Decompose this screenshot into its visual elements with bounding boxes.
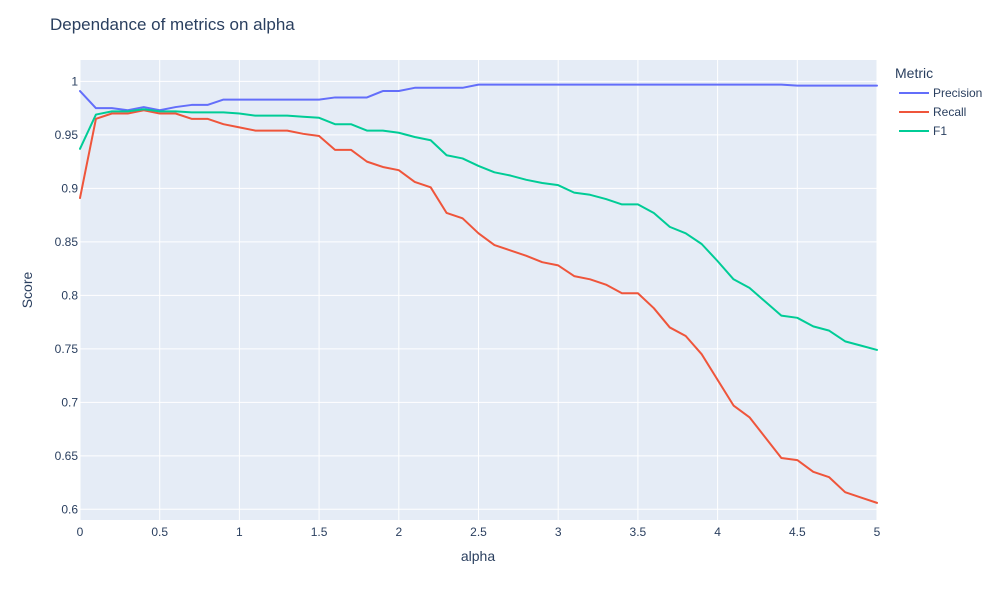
legend-item-f1[interactable]: F1 xyxy=(899,124,947,138)
y-axis-title: Score xyxy=(19,272,35,309)
legend-label: Precision xyxy=(933,86,982,100)
y-tick-label: 0.95 xyxy=(55,128,79,142)
x-tick-label: 1.5 xyxy=(311,525,328,539)
x-tick-label: 4.5 xyxy=(789,525,806,539)
x-tick-labels: 0 0.5 1 1.5 2 2.5 3 3.5 4 4.5 5 xyxy=(77,525,881,539)
series-line-f1 xyxy=(79,108,878,351)
x-tick-label: 2 xyxy=(395,525,402,539)
series-line-recall xyxy=(79,109,878,504)
x-tick-label: 3.5 xyxy=(630,525,647,539)
y-tick-label: 0.6 xyxy=(61,502,78,516)
legend-title: Metric xyxy=(895,65,933,81)
legend-item-precision[interactable]: Precision xyxy=(899,86,982,100)
x-tick-label: 2.5 xyxy=(470,525,487,539)
y-tick-label: 1 xyxy=(71,74,78,88)
y-tick-label: 0.75 xyxy=(55,342,79,356)
y-tick-labels: 0.6 0.65 0.7 0.75 0.8 0.85 0.9 0.95 1 xyxy=(55,74,79,516)
y-gridlines xyxy=(80,80,877,510)
legend-label: Recall xyxy=(933,105,966,119)
y-tick-label: 0.8 xyxy=(61,288,78,302)
y-tick-label: 0.7 xyxy=(61,395,78,409)
x-tick-label: 3 xyxy=(555,525,562,539)
legend[interactable]: Metric Precision Recall F1 xyxy=(895,65,982,138)
x-tick-label: 0.5 xyxy=(151,525,168,539)
legend-label: F1 xyxy=(933,124,947,138)
x-gridlines xyxy=(79,60,878,520)
y-tick-label: 0.9 xyxy=(61,181,78,195)
x-tick-label: 4 xyxy=(714,525,721,539)
series-lines xyxy=(79,83,878,504)
x-tick-label: 0 xyxy=(77,525,84,539)
legend-item-recall[interactable]: Recall xyxy=(899,105,966,119)
y-tick-label: 0.85 xyxy=(55,235,79,249)
x-tick-label: 5 xyxy=(874,525,881,539)
chart-title: Dependance of metrics on alpha xyxy=(50,15,295,34)
x-axis-title: alpha xyxy=(461,548,495,564)
x-tick-label: 1 xyxy=(236,525,243,539)
y-tick-label: 0.65 xyxy=(55,449,79,463)
series-line-precision xyxy=(79,83,878,112)
